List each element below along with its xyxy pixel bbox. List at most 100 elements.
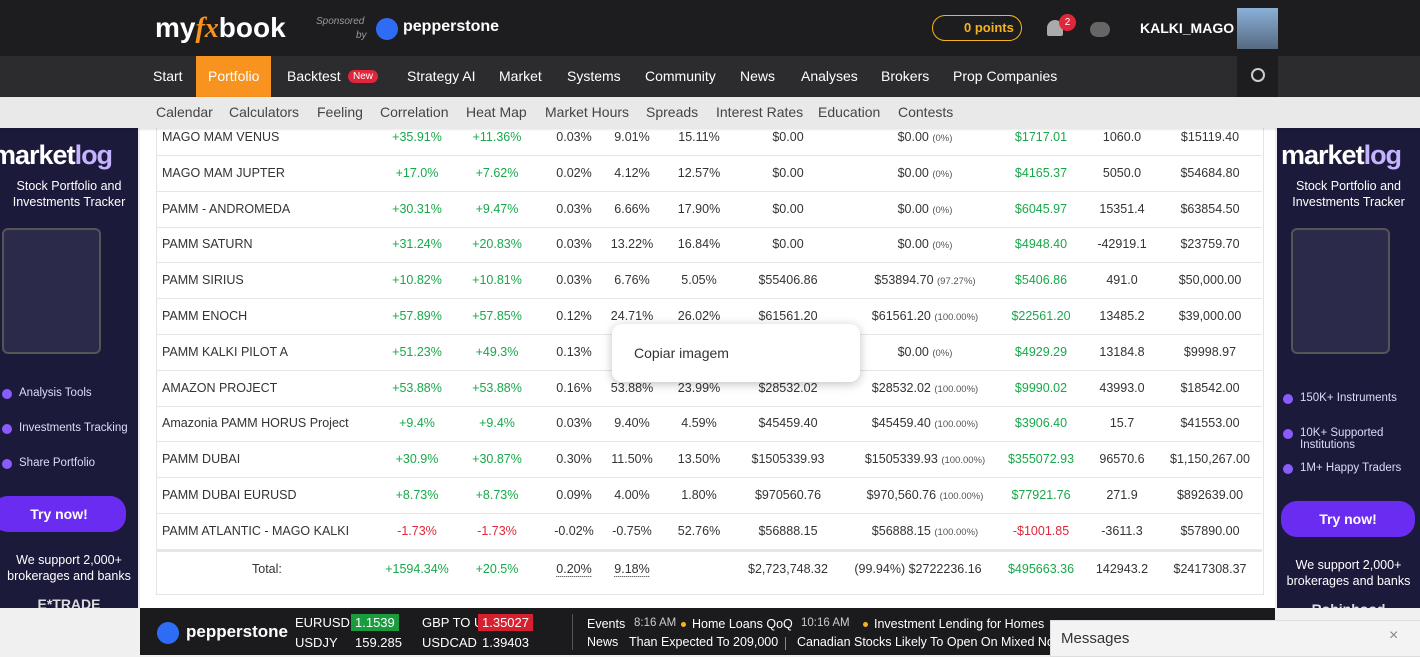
quote-price: 1.1539 (351, 614, 399, 631)
search-button[interactable] (1237, 56, 1278, 97)
cell-balance: $55406.86 (758, 273, 818, 288)
nav-item[interactable]: Systems (567, 68, 621, 84)
equity-part: $61561.20 (871, 309, 931, 323)
sub-nav-item[interactable]: Education (818, 104, 881, 120)
nav-item[interactable]: Backtest (287, 68, 341, 84)
points[interactable]: 0 points (932, 15, 1022, 41)
brand-part: market (0, 140, 76, 170)
close-icon[interactable]: × (1389, 627, 1399, 644)
row-border (156, 441, 1262, 443)
logo[interactable]: myfxbook (155, 12, 286, 45)
cell-deposits: $50,000.00 (1178, 273, 1242, 288)
cell-pips: 43993.0 (1099, 380, 1145, 395)
nav-item[interactable]: Brokers (881, 68, 930, 84)
cell-balance: $1505339.93 (751, 452, 825, 467)
sub-nav-item[interactable]: Calendar (156, 104, 213, 120)
equity-part: $0.00 (897, 130, 929, 144)
account-name: PAMM ATLANTIC - MAGO KALKI (162, 523, 350, 538)
logo-part: fx (195, 13, 219, 44)
sub-nav-item[interactable]: Feeling (317, 104, 363, 120)
nav-item[interactable]: Community (645, 68, 716, 84)
brand-part: log (1363, 140, 1402, 170)
quote-pair: USDCAD (422, 635, 477, 650)
equity-part: (0%) (932, 240, 953, 252)
account-name: PAMM - ANDROMEDA (162, 201, 291, 216)
nav-item[interactable]: News (740, 68, 776, 84)
cell-daily: 0.13% (556, 344, 592, 359)
ad-button[interactable]: Try now! (1281, 501, 1415, 537)
chat-icon[interactable] (1090, 22, 1110, 37)
cell-daily: 0.20% (556, 562, 592, 577)
nav-item[interactable]: Market (499, 68, 542, 84)
nav-item[interactable]: Start (153, 68, 183, 84)
sub-nav-item[interactable]: Contests (898, 104, 954, 120)
cell-monthly: 9.01% (614, 130, 650, 144)
cell-drawdown: 26.02% (677, 309, 721, 323)
cell-pips: 491.0 (1106, 273, 1138, 288)
sub-nav-item[interactable]: Calculators (229, 104, 300, 120)
username[interactable]: KALKI_MAGO (1140, 20, 1235, 36)
quote-price: 1.35027 (478, 614, 533, 631)
cell-gain: +9.4% (399, 416, 435, 431)
cell-monthly: 24.71% (610, 309, 654, 323)
nav-item[interactable]: Strategy AI (407, 68, 476, 84)
cell-balance: $0.00 (772, 130, 804, 144)
equity-part: (97.27%) (937, 276, 976, 288)
equity-part: (0%) (932, 347, 953, 359)
cell-deposits: $2417308.37 (1173, 562, 1247, 576)
cell-equity: $970,560.76 (100.00%) (867, 488, 984, 502)
cell-daily: 0.03% (556, 416, 592, 431)
nav-item[interactable]: Portfolio (196, 56, 272, 97)
sub-nav-item[interactable]: Correlation (380, 104, 449, 120)
feature-icon (1283, 429, 1293, 439)
cell-monthly: 6.66% (614, 201, 650, 216)
cell-daily: 0.30% (556, 452, 592, 467)
row-border (156, 190, 1262, 192)
cell-deposits: $63854.50 (1180, 201, 1240, 216)
cell-monthly: 13.22% (610, 237, 654, 252)
cell-drawdown: 1.80% (681, 488, 717, 502)
cell-profit: $77921.76 (1011, 488, 1071, 502)
sponsor-icon (376, 18, 398, 40)
cell-monthly: 11.50% (611, 452, 653, 467)
account-name: PAMM DUBAI (162, 452, 241, 467)
ad-button[interactable]: Try now! (0, 496, 126, 532)
ad-phone (2, 228, 101, 354)
cell-abs-gain: +11.36% (472, 130, 522, 144)
cell-balance: $970560.76 (754, 488, 822, 502)
cell-gain: +17.0% (395, 165, 439, 180)
sub-nav-item[interactable]: Interest Rates (716, 104, 804, 120)
news-text: Canadian Stocks Likely To Open On Mixed … (797, 635, 1058, 649)
cell-pips: 1060.0 (1102, 130, 1142, 144)
sponsor[interactable]: pepperstone (403, 18, 500, 35)
equity-part: (99.94%) (854, 562, 906, 576)
sub-nav-item[interactable]: Heat Map (466, 104, 527, 120)
event-dot (863, 622, 868, 627)
cell-daily: 0.03% (556, 237, 592, 252)
account-name: PAMM DUBAI EURUSD (162, 488, 297, 502)
event-text: Investment Lending for Homes (874, 617, 1045, 631)
avatar[interactable] (1237, 8, 1278, 49)
nav-item[interactable]: Prop Companies (953, 68, 1058, 84)
nav-item[interactable]: Analyses (801, 68, 858, 84)
cell-deposits: $23759.70 (1180, 237, 1240, 252)
feature-icon (1283, 464, 1293, 474)
cell-deposits: $18542.00 (1180, 380, 1240, 395)
menu-item[interactable]: Copiar imagem (634, 345, 729, 361)
cell-deposits: $1,150,267.00 (1170, 452, 1250, 467)
sub-nav-item[interactable]: Market Hours (545, 104, 630, 120)
cell-pips: 271.9 (1106, 488, 1138, 502)
cell-balance: $61561.20 (758, 309, 818, 323)
sub-nav-item[interactable]: Spreads (646, 104, 699, 120)
cell-drawdown: 23.99% (677, 380, 721, 395)
cell-abs-gain: +30.87% (472, 452, 522, 467)
messages-panel[interactable]: Messages × (1050, 620, 1420, 657)
cell-gain: +51.23% (392, 344, 442, 359)
cell-monthly: 9.18% (614, 562, 650, 577)
context-menu: Copiar imagem (612, 324, 860, 382)
cell-balance: $56888.15 (758, 523, 818, 538)
cell-equity: $1505339.93 (100.00%) (865, 452, 985, 466)
cell-pips: 13485.2 (1099, 309, 1145, 323)
cell-drawdown: 12.57% (677, 165, 721, 180)
